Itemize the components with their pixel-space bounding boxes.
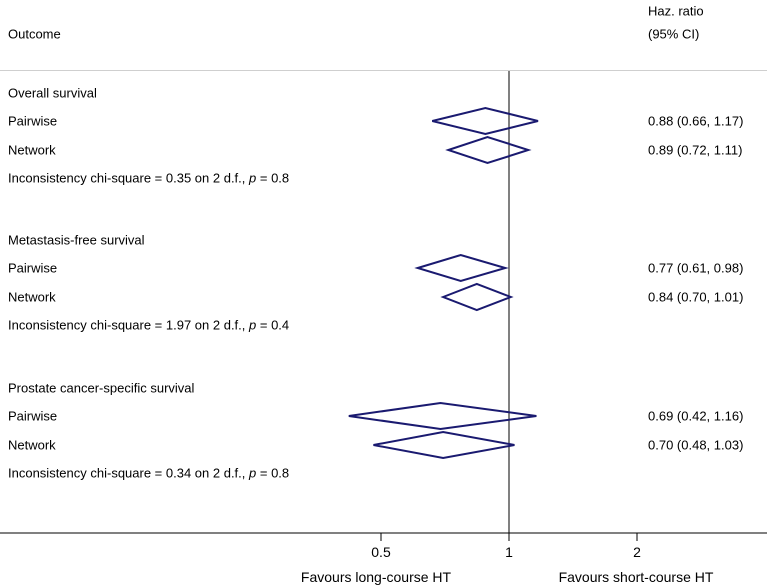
column-header-outcome: Outcome bbox=[8, 26, 61, 42]
row-label: Network bbox=[8, 437, 56, 453]
forest-diamond bbox=[373, 430, 515, 460]
inconsistency-note: Inconsistency chi-square = 0.35 on 2 d.f… bbox=[8, 172, 289, 185]
inconsistency-note: Inconsistency chi-square = 1.97 on 2 d.f… bbox=[8, 319, 289, 332]
section-title: Metastasis-free survival bbox=[8, 232, 145, 248]
forest-diamond bbox=[445, 135, 532, 165]
hr-value: 0.70 (0.48, 1.03) bbox=[648, 437, 744, 453]
forest-diamond bbox=[348, 401, 537, 431]
axis-tick-label: 2 bbox=[633, 544, 641, 560]
section-title: Prostate cancer-specific survival bbox=[8, 380, 195, 396]
hr-value: 0.88 (0.66, 1.17) bbox=[648, 113, 744, 129]
axis-tick-label: 0.5 bbox=[371, 544, 391, 560]
row-label: Pairwise bbox=[8, 260, 58, 276]
section-title: Overall survival bbox=[8, 85, 97, 101]
note-p-symbol: p bbox=[249, 465, 257, 481]
forest-diamond bbox=[440, 282, 514, 312]
forest-diamond bbox=[414, 253, 509, 283]
column-header-ci: (95% CI) bbox=[648, 26, 700, 42]
hr-value: 0.84 (0.70, 1.01) bbox=[648, 289, 744, 305]
axis-tick-label: 1 bbox=[505, 544, 513, 560]
favours-short-course-label: Favours short-course HT bbox=[558, 569, 714, 585]
note-suffix: = 0.4 bbox=[256, 317, 290, 333]
row-label: Network bbox=[8, 142, 56, 158]
hr-value: 0.89 (0.72, 1.11) bbox=[648, 142, 743, 158]
note-suffix: = 0.8 bbox=[256, 465, 290, 481]
row-label: Pairwise bbox=[8, 408, 58, 424]
favours-long-course-label: Favours long-course HT bbox=[300, 569, 452, 585]
column-header-hazard-ratio: Haz. ratio bbox=[648, 3, 704, 19]
note-prefix: Inconsistency chi-square = 1.97 on 2 d.f… bbox=[8, 317, 250, 333]
inconsistency-note: Inconsistency chi-square = 0.34 on 2 d.f… bbox=[8, 467, 289, 480]
note-p-symbol: p bbox=[249, 317, 257, 333]
header-divider bbox=[0, 70, 767, 71]
row-label: Pairwise bbox=[8, 113, 58, 129]
note-suffix: = 0.8 bbox=[256, 170, 290, 186]
hr-value: 0.69 (0.42, 1.16) bbox=[648, 408, 744, 424]
row-label: Network bbox=[8, 289, 56, 305]
forest-diamond bbox=[432, 106, 539, 136]
hr-value: 0.77 (0.61, 0.98) bbox=[648, 260, 744, 276]
note-prefix: Inconsistency chi-square = 0.35 on 2 d.f… bbox=[8, 170, 250, 186]
note-p-symbol: p bbox=[249, 170, 257, 186]
note-prefix: Inconsistency chi-square = 0.34 on 2 d.f… bbox=[8, 465, 250, 481]
